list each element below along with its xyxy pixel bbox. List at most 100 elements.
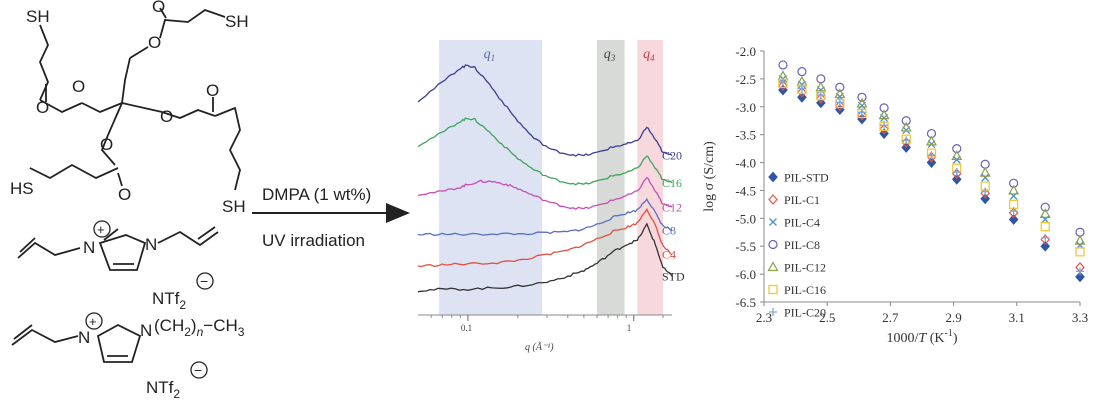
saxs-series-c20 bbox=[417, 64, 673, 157]
cond-series-pil-c20 bbox=[778, 77, 1084, 276]
cond-legend-label-pil-c20: PIL-C20 bbox=[784, 306, 826, 320]
cond-point-pil-c8-11 bbox=[1040, 202, 1050, 212]
saxs-series-label-c4: C4 bbox=[662, 248, 676, 262]
reaction-scheme: SH SH HS SH O O O O O O O O + N N bbox=[10, 0, 410, 401]
cond-point-pil-c4-9 bbox=[981, 173, 990, 182]
cond-point-pil-c20-6 bbox=[902, 136, 911, 145]
cond-x-tick-label-3-1: 3.1 bbox=[1009, 310, 1025, 325]
cond-point-pil-c20-7 bbox=[927, 151, 936, 160]
cond-point-pil-c1-5 bbox=[879, 123, 889, 135]
cond-point-pil-std-12 bbox=[1075, 271, 1085, 283]
saxs-series-c16 bbox=[417, 117, 673, 186]
saxs-series-c12 bbox=[417, 176, 673, 210]
cond-legend-marker-pil-c4 bbox=[769, 218, 777, 226]
cond-point-pil-c20-11 bbox=[1041, 233, 1050, 242]
cond-legend-marker-pil-std bbox=[768, 171, 778, 183]
cond-legend-marker-pil-c1 bbox=[768, 194, 778, 205]
cond-point-pil-c8-10 bbox=[1009, 178, 1019, 188]
saxs-axis: 0.1 1 q (Å⁻¹) bbox=[418, 314, 672, 353]
cond-point-pil-c12-11 bbox=[1039, 208, 1051, 218]
cond-point-pil-c12-10 bbox=[1008, 184, 1020, 195]
tetrathiol-structure: SH SH HS SH O O O O O O O O bbox=[10, 0, 249, 216]
cond-point-pil-c1-6 bbox=[901, 137, 912, 148]
cond-y-tick-label-5-5: -5.5 bbox=[735, 239, 756, 254]
cond-y-tick-label-3-0: -3.0 bbox=[735, 100, 756, 115]
cond-y-tick-label-6-5: -6.5 bbox=[735, 295, 756, 310]
cond-x-tick-label-2-7: 2.7 bbox=[882, 310, 899, 325]
cond-point-pil-c12-7 bbox=[925, 135, 938, 146]
anion-charge-1 bbox=[196, 272, 214, 290]
conductivity-chart: -2.0 -2.5 -3.0 -3.5 -4.0 -4.5 -5.0 -5.5 -6.0 -6.5… bbox=[702, 44, 1088, 346]
cond-point-pil-c20-2 bbox=[816, 91, 825, 100]
saxs-band-q1 bbox=[439, 40, 543, 315]
cond-point-pil-c8-6 bbox=[901, 116, 911, 126]
cond-legend-marker-pil-c20 bbox=[769, 308, 777, 316]
minus-sign-2: − bbox=[194, 362, 202, 378]
oxygen-label-3: O bbox=[148, 33, 161, 52]
reaction-arrow-group: DMPA (1 wt%) UV irradiation bbox=[252, 185, 410, 250]
saxs-series-label-c8: C8 bbox=[662, 223, 676, 237]
cond-point-pil-c12-4 bbox=[856, 97, 868, 108]
saxs-labels: C20 C16 C12 C8 C4 STD bbox=[662, 149, 685, 284]
cond-point-pil-c8-8 bbox=[952, 144, 962, 154]
cond-y-tick-label-6-0: -6.0 bbox=[735, 267, 756, 282]
cond-x-tick-label-3-3: 3.3 bbox=[1072, 310, 1088, 325]
cond-legend-marker-pil-c8 bbox=[768, 239, 778, 250]
diallyl-imidazolium-structure: + N N NTf2 − bbox=[17, 220, 219, 312]
cond-point-pil-c12-9 bbox=[979, 166, 991, 177]
cond-legend-marker-pil-c16 bbox=[768, 284, 778, 295]
oxygen-label-6: O bbox=[118, 185, 131, 204]
cond-point-pil-c1-2 bbox=[816, 93, 826, 104]
cond-x-axis-title: 1000/T (K-1) bbox=[887, 328, 958, 346]
cond-point-pil-std-11 bbox=[1040, 240, 1051, 252]
cond-point-pil-c20-4 bbox=[857, 108, 866, 117]
nitrogen-label-3: N bbox=[78, 328, 90, 347]
cond-point-pil-c12-6 bbox=[900, 121, 912, 132]
cond-point-pil-c8-3 bbox=[835, 82, 845, 92]
cond-legend-label-pil-c8: PIL-C8 bbox=[784, 238, 820, 252]
saxs-band-label-q1: q1 bbox=[484, 47, 496, 63]
cond-point-pil-std-9 bbox=[980, 193, 991, 205]
cond-point-pil-c20-0 bbox=[778, 77, 787, 86]
alkyl-imidazolium-structure: + N N (CH2)n−CH3 NTf2 − bbox=[11, 312, 245, 401]
saxs-series bbox=[417, 64, 673, 293]
oxygen-label-1: O bbox=[36, 98, 49, 117]
cond-point-pil-c12-2 bbox=[815, 81, 827, 92]
cond-x-tick-label-2-5: 2.5 bbox=[819, 310, 835, 325]
cond-point-pil-c8-4 bbox=[857, 92, 867, 102]
cation-charge-1 bbox=[93, 220, 111, 238]
saxs-series-label-c20: C20 bbox=[662, 149, 682, 163]
conductivity-axes: -2.0 -2.5 -3.0 -3.5 -4.0 -4.5 -5.0 -5.5 -6.0 -6.5… bbox=[702, 44, 1088, 346]
cond-point-pil-c1-3 bbox=[835, 100, 845, 112]
oxygen-label-8: O bbox=[206, 81, 219, 100]
cond-point-pil-c20-12 bbox=[1076, 267, 1084, 276]
cond-point-pil-c1-0 bbox=[778, 80, 788, 91]
cond-legend-marker-pil-c12 bbox=[767, 261, 779, 272]
cond-point-pil-std-10 bbox=[1008, 214, 1019, 225]
cond-y-tick-label-4-5: -4.5 bbox=[735, 183, 756, 198]
sh-label-2: SH bbox=[225, 12, 249, 31]
cond-legend-label-pil-c16: PIL-C16 bbox=[784, 283, 826, 297]
saxs-series-label-std: STD bbox=[662, 269, 685, 283]
sh-label-1: SH bbox=[26, 7, 50, 26]
cond-legend-label-pil-std: PIL-STD bbox=[784, 171, 829, 185]
saxs-tick-label-0-1: 0.1 bbox=[461, 323, 472, 333]
oxygen-label-5: O bbox=[100, 135, 113, 154]
saxs-band-q3 bbox=[596, 40, 625, 315]
hs-label: HS bbox=[10, 179, 34, 198]
arrow-label-condition: UV irradiation bbox=[262, 231, 365, 250]
saxs-band-q4 bbox=[637, 40, 663, 315]
cond-point-pil-c8-5 bbox=[879, 103, 889, 113]
saxs-series-c8 bbox=[417, 197, 673, 236]
saxs-band-label-q4: q4 bbox=[643, 47, 655, 63]
saxs-series-label-c12: C12 bbox=[662, 200, 682, 214]
counterion-2: NTf2 bbox=[146, 378, 180, 401]
cond-point-pil-c8-1 bbox=[797, 67, 807, 77]
cond-x-tick-label-2-9: 2.9 bbox=[945, 310, 961, 325]
cond-y-axis-title: log σ (S/cm) bbox=[702, 141, 717, 212]
cation-charge-2 bbox=[85, 312, 103, 330]
alkyl-chain-label: (CH2)n−CH3 bbox=[154, 316, 245, 339]
saxs-tick-label-1: 1 bbox=[627, 323, 632, 333]
cond-point-pil-std-8 bbox=[951, 173, 962, 185]
cond-y-tick-label-5-0: -5.0 bbox=[735, 211, 756, 226]
